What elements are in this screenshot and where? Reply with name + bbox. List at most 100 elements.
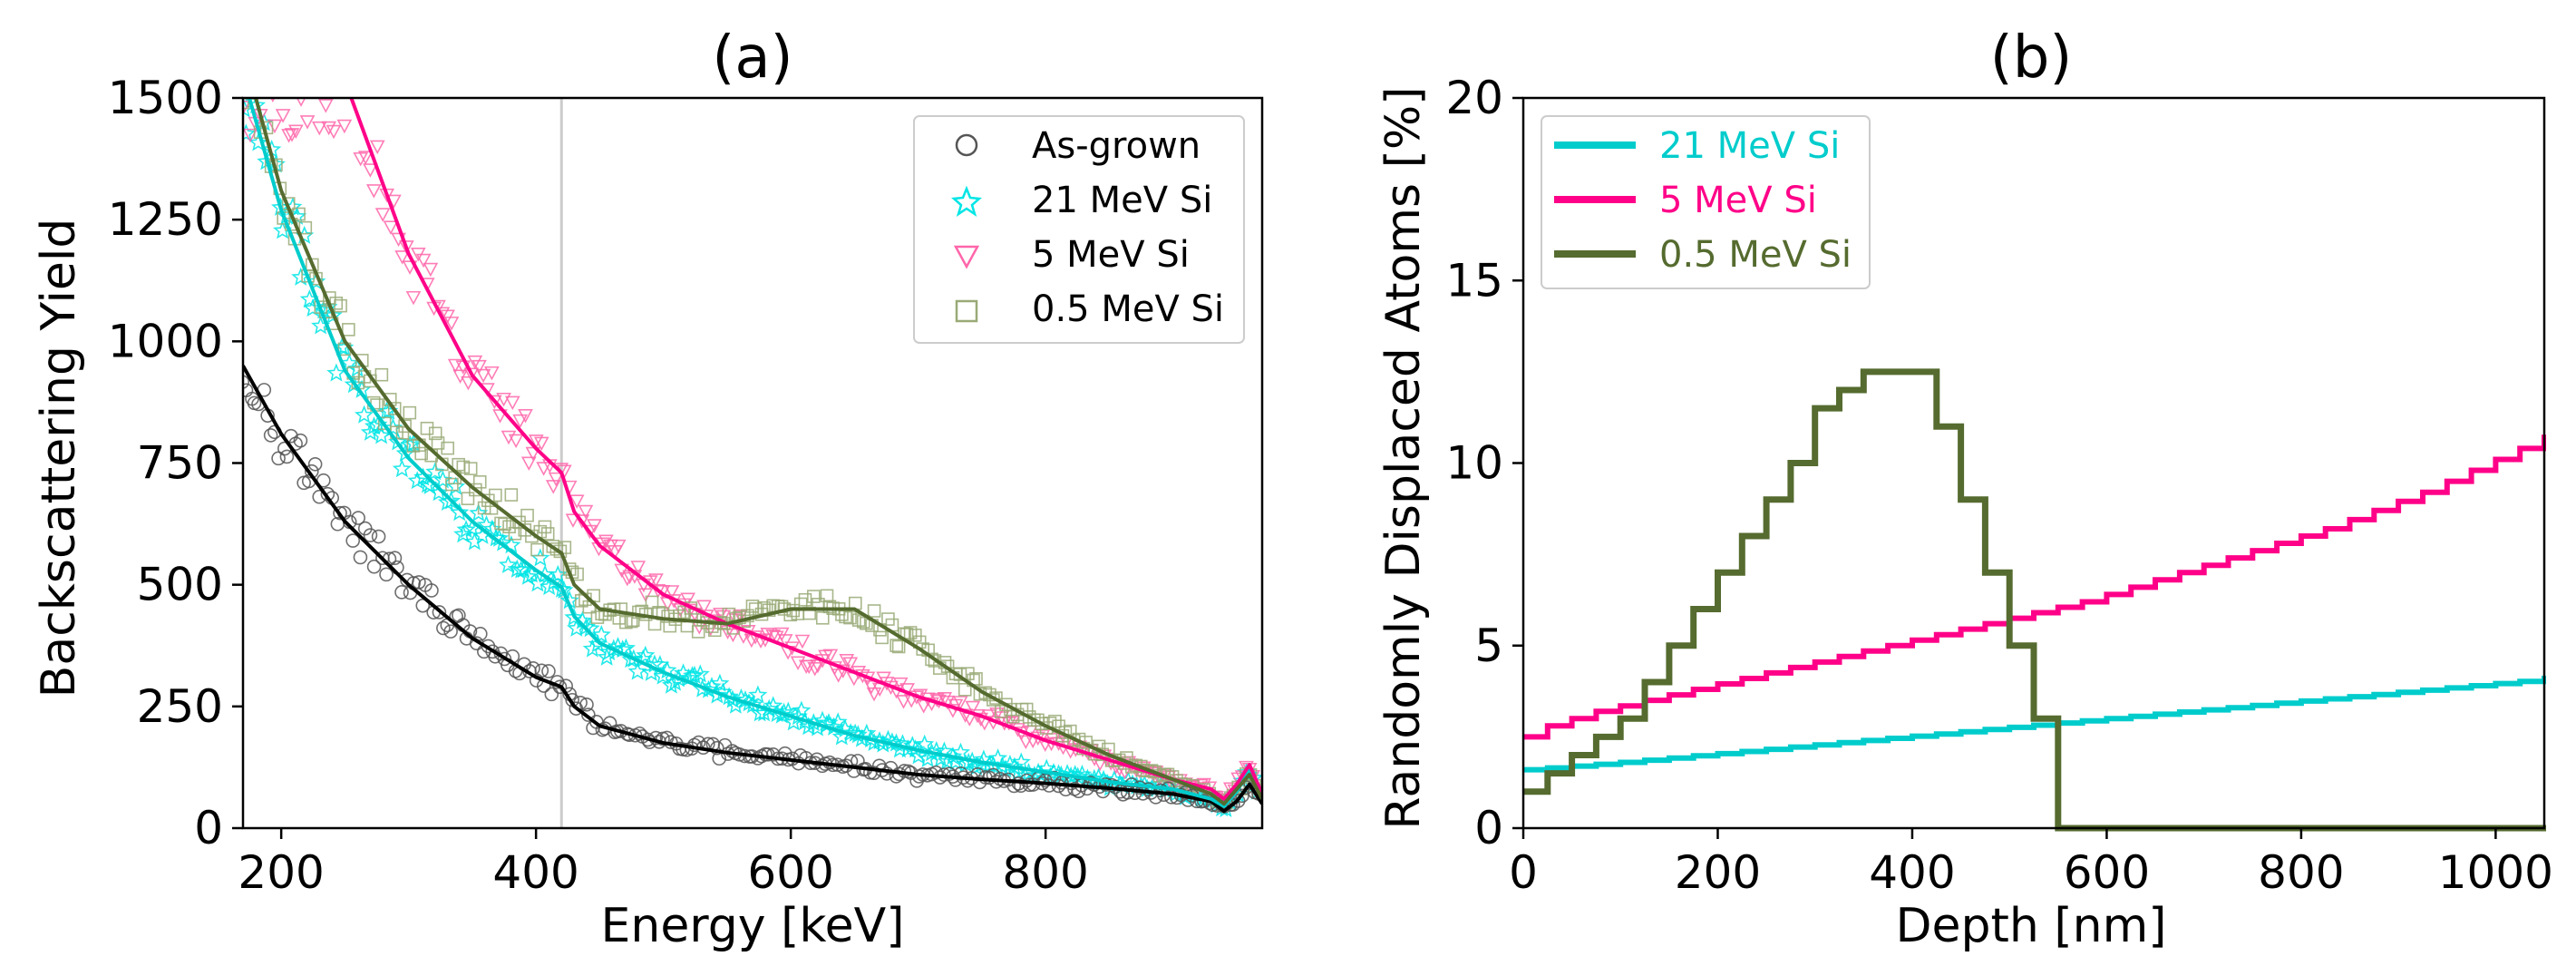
legend-5mev-label: 5 MeV Si [1032, 234, 1190, 276]
data-point [632, 605, 646, 620]
data-point [345, 533, 361, 548]
panel-a: (a) Energy [keV] Backscattering Yield 20… [32, 24, 1264, 953]
panel-b-title: (b) [1990, 24, 2073, 92]
data-point [387, 551, 403, 565]
data-point [498, 555, 519, 573]
data-point [305, 258, 319, 272]
legend-21mev-marker [951, 185, 982, 217]
data-point [989, 707, 1005, 722]
data-point [889, 639, 903, 652]
data-point [336, 119, 353, 134]
data-point [722, 607, 736, 621]
data-point [469, 483, 482, 497]
data-point [463, 367, 480, 383]
data-point [645, 595, 659, 610]
data-point [534, 663, 549, 678]
panel-a-ytick-label: 750 [137, 437, 223, 490]
legend-as-grown-label: As-grown [1032, 125, 1201, 167]
panel-a-fit-line-2 [349, 98, 1262, 801]
data-point [243, 98, 249, 110]
data-point [467, 355, 483, 370]
panel-b-ylabel: Randomly Displaced Atoms [%] [1376, 86, 1431, 829]
data-point [565, 513, 581, 528]
panel-b-ticks: 0 200 400 600 800 1000 0 5 10 15 20 [1445, 72, 2553, 899]
data-point [690, 664, 710, 683]
panel-a-xtick-label: 800 [1002, 846, 1088, 899]
data-point [504, 395, 520, 411]
data-point [374, 208, 391, 222]
data-point [965, 700, 981, 716]
data-point [533, 436, 549, 452]
data-point [636, 645, 656, 664]
data-point [741, 609, 754, 623]
data-point [520, 508, 534, 522]
data-point [950, 742, 971, 761]
panel-b-ytick-label: 0 [1474, 802, 1503, 854]
panel-a-ytick-label: 250 [137, 680, 223, 733]
data-point [296, 98, 306, 107]
data-point [432, 605, 447, 620]
data-point [398, 240, 414, 255]
data-point [1018, 735, 1034, 750]
data-point [773, 627, 790, 642]
data-point [591, 625, 611, 644]
data-point [528, 434, 544, 449]
data-point [541, 664, 556, 678]
data-point [969, 672, 983, 686]
data-point [569, 494, 585, 509]
data-point [807, 590, 821, 603]
data-point [354, 405, 374, 424]
data-point [590, 610, 605, 624]
panel-b-ytick-label: 15 [1445, 254, 1503, 307]
data-point [866, 687, 882, 702]
panel-a-ytick-label: 1500 [108, 72, 223, 124]
legend-0p5mev-marker [955, 299, 978, 323]
data-point [371, 529, 386, 544]
data-point [424, 583, 439, 598]
data-point [598, 534, 614, 549]
panel-a-xtick-label: 200 [238, 846, 324, 899]
data-point [909, 629, 922, 642]
data-point [648, 573, 664, 588]
legend-b-21mev-label: 21 MeV Si [1659, 125, 1840, 167]
panel-b-ytick-label: 10 [1445, 437, 1503, 490]
data-point [794, 634, 811, 649]
data-point [407, 471, 427, 490]
data-point [512, 414, 528, 429]
data-point [664, 585, 680, 600]
data-point [549, 542, 564, 556]
panel-b-xlabel: Depth [nm] [1895, 899, 2166, 953]
panel-a-xtick-label: 600 [747, 846, 833, 899]
data-point [768, 630, 784, 645]
data-point [484, 366, 500, 381]
data-point [839, 654, 855, 668]
data-point [357, 151, 374, 165]
data-point [673, 609, 686, 623]
panel-b-step-line-0 [1523, 676, 2546, 773]
data-point [469, 503, 489, 522]
data-point [387, 402, 402, 415]
data-point [733, 610, 746, 625]
data-point [452, 608, 466, 623]
data-point [1098, 777, 1113, 792]
data-point [394, 585, 409, 600]
data-point [903, 626, 918, 639]
data-point [896, 695, 911, 709]
data-point [709, 740, 724, 756]
data-point [685, 665, 705, 684]
data-point [263, 428, 278, 443]
data-point [548, 472, 564, 487]
panel-a-fit-line-3 [254, 98, 1262, 806]
data-point [1011, 752, 1031, 771]
data-point [377, 416, 392, 431]
panel-b-ytick-label: 5 [1474, 620, 1503, 672]
panel-a-ytick-label: 1000 [108, 315, 223, 367]
data-point [504, 488, 519, 502]
panel-a-title: (a) [712, 24, 792, 92]
data-point [372, 425, 392, 444]
data-point [243, 375, 250, 389]
panel-a-ytick-label: 1250 [108, 193, 223, 246]
data-point [552, 679, 568, 695]
data-point [777, 634, 793, 649]
